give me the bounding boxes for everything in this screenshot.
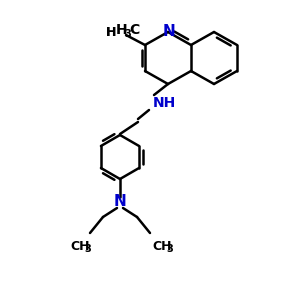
Text: C: C — [129, 23, 139, 37]
Text: CH: CH — [152, 239, 172, 253]
Text: 3: 3 — [124, 29, 131, 39]
Text: H: H — [106, 26, 116, 38]
Text: 3: 3 — [167, 244, 173, 254]
Text: 3: 3 — [85, 244, 92, 254]
Text: N: N — [163, 23, 176, 38]
Text: H: H — [106, 26, 116, 38]
Text: N: N — [114, 194, 126, 209]
Text: CH: CH — [70, 239, 90, 253]
Text: NH: NH — [153, 96, 176, 110]
Text: H: H — [116, 23, 128, 37]
